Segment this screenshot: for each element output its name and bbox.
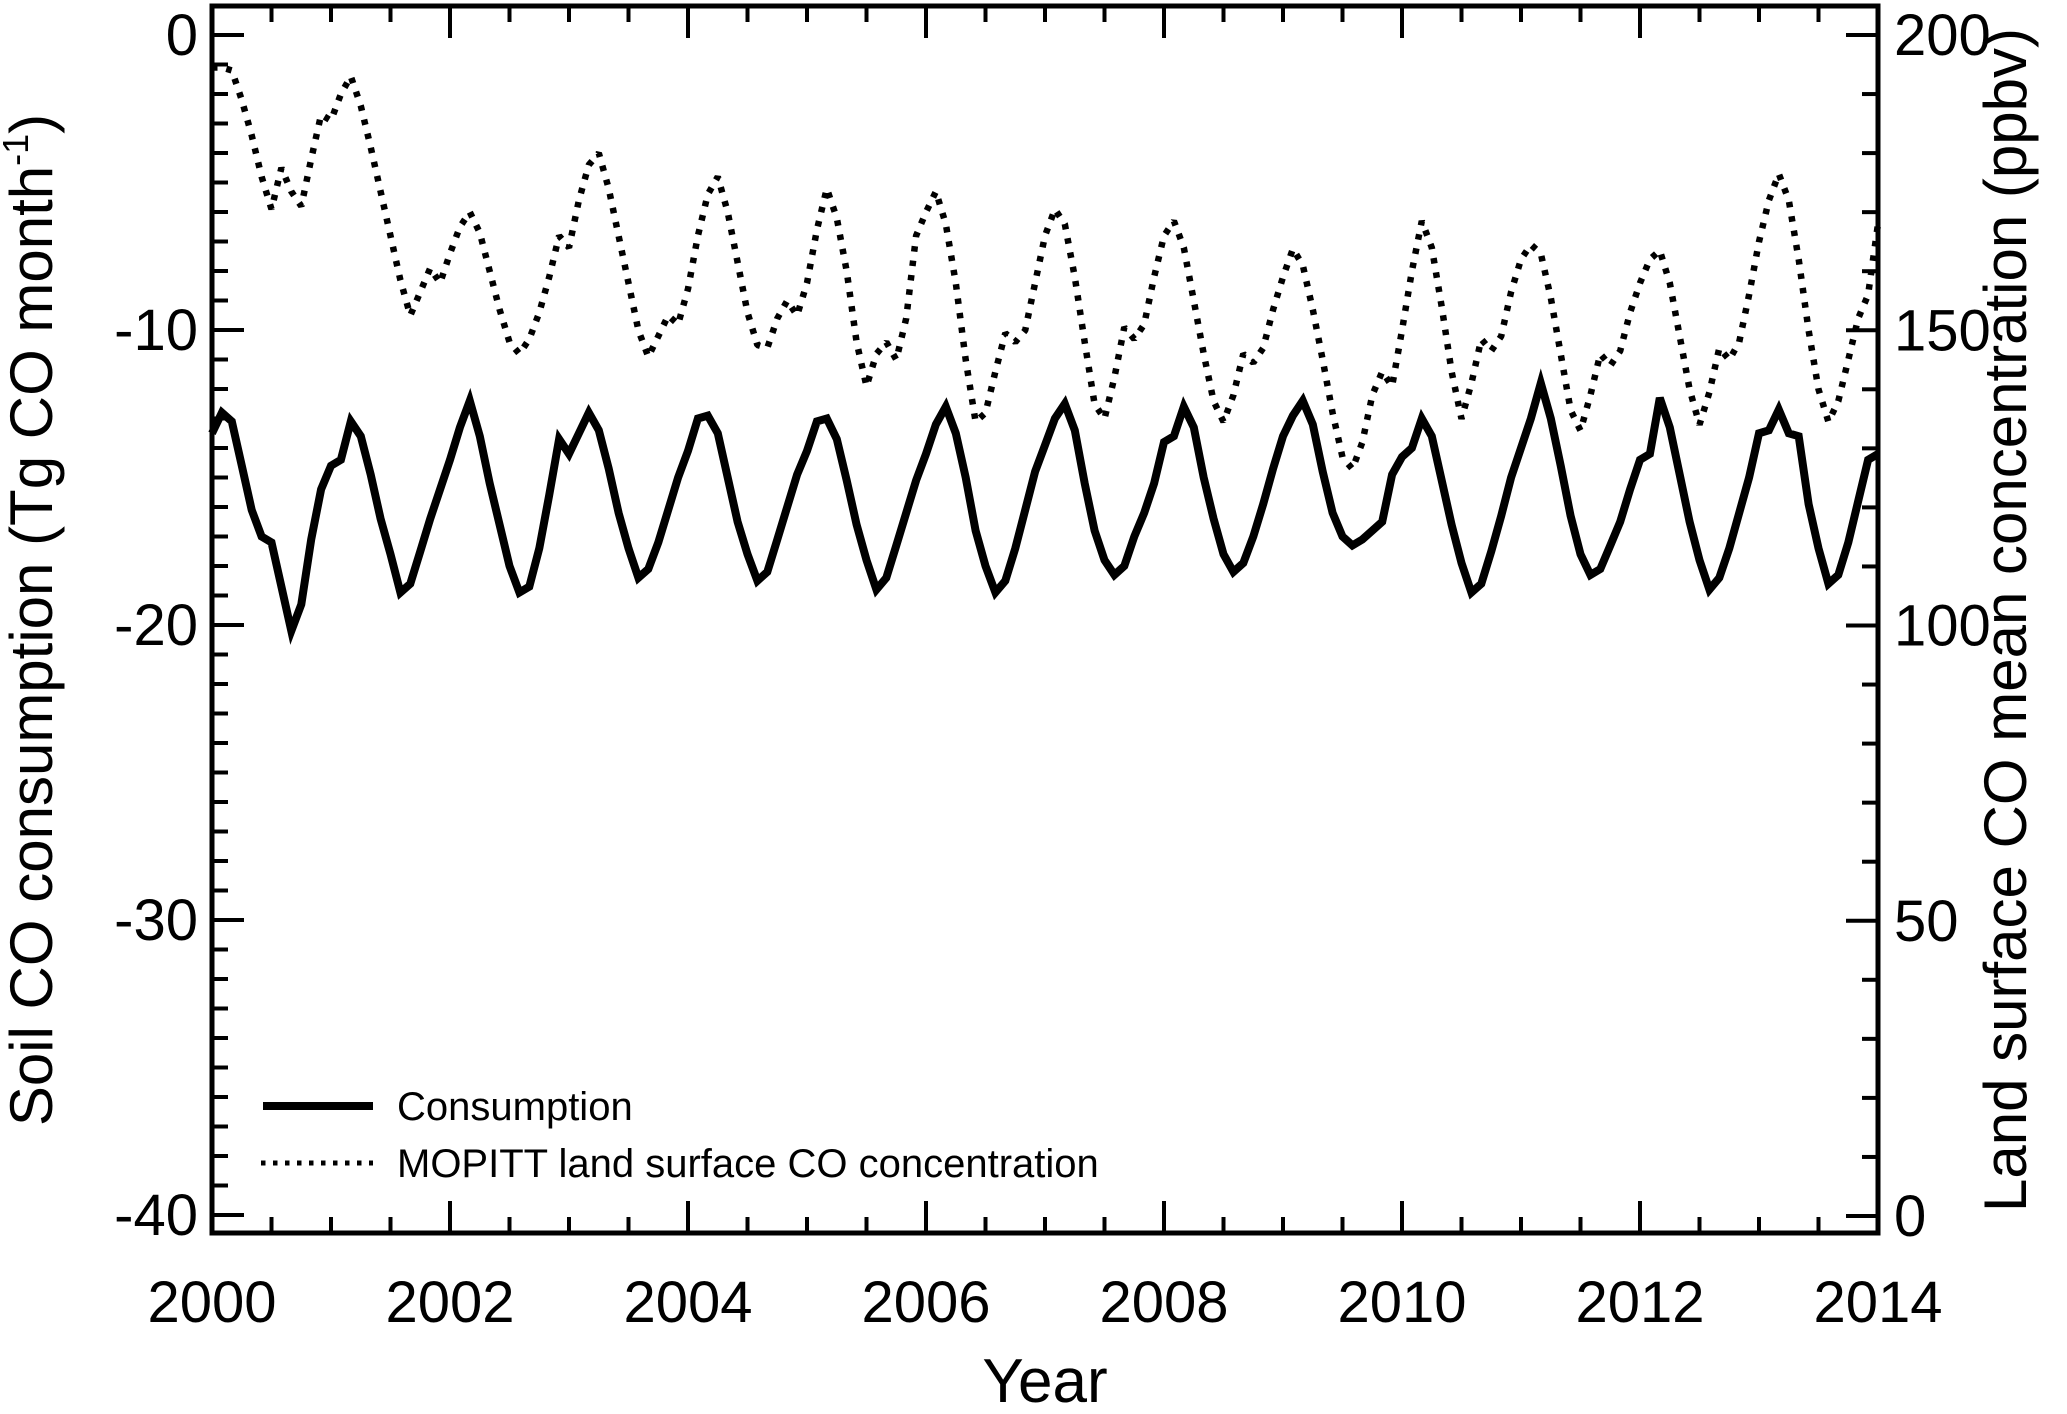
x-tick-label: 2010 [1337, 1270, 1466, 1335]
legend: Consumption MOPITT land surface CO conce… [261, 1085, 1099, 1186]
left-axis-title-close: ) [0, 114, 65, 134]
left-axis-title-superscript: -1 [0, 134, 36, 166]
legend-consumption-label: Consumption [397, 1085, 633, 1129]
x-tick-label: 2006 [861, 1270, 990, 1335]
x-tick-label: 2002 [385, 1270, 514, 1335]
x-tick-label: 2004 [623, 1270, 752, 1335]
plot-frame [209, 3, 1881, 1236]
y-right-tick-label: 150 [1894, 298, 1991, 363]
y-right-ticks [1846, 33, 1878, 1218]
x-tick-label: 2000 [147, 1270, 276, 1335]
y-right-tick-label: 0 [1894, 1184, 1926, 1249]
x-tick-labels: 2000 2002 2004 2006 2008 2010 2012 2014 [147, 1270, 1942, 1335]
left-axis-title: Soil CO consumption (Tg CO month-1) [0, 114, 65, 1126]
left-axis-title-main: Soil CO consumption (Tg CO month [0, 166, 65, 1126]
x-tick-label: 2008 [1099, 1270, 1228, 1335]
x-tick-label: 2012 [1575, 1270, 1704, 1335]
y-left-tick-label: -30 [114, 888, 198, 953]
y-right-tick-labels: 200 150 100 50 0 [1894, 3, 1991, 1249]
y-right-tick-label: 200 [1894, 3, 1991, 68]
x-axis-ticks [210, 6, 1880, 1233]
y-right-tick-label: 100 [1894, 594, 1991, 659]
plot-border [209, 3, 1881, 1236]
mopitt-line [212, 64, 1882, 472]
y-left-tick-label: -20 [114, 593, 198, 658]
x-tick-label: 2014 [1813, 1270, 1942, 1335]
y-left-tick-label: -40 [114, 1183, 198, 1248]
consumption-series-polyline [208, 368, 1881, 645]
y-left-tick-label: -10 [114, 298, 198, 363]
y-left-tick-label: 0 [166, 3, 198, 68]
y-right-tick-label: 50 [1894, 889, 1959, 954]
x-axis-title: Year [982, 1347, 1107, 1414]
y-left-tick-labels: 0 -10 -20 -30 -40 [114, 3, 198, 1248]
legend-mopitt-label: MOPITT land surface CO concentration [397, 1142, 1099, 1186]
consumption-line [208, 368, 1881, 645]
y-left-ticks [212, 33, 244, 1217]
mopitt-series-polyline [212, 64, 1882, 472]
right-axis-title: Land surface CO mean concentration (ppbv… [1972, 28, 2039, 1212]
